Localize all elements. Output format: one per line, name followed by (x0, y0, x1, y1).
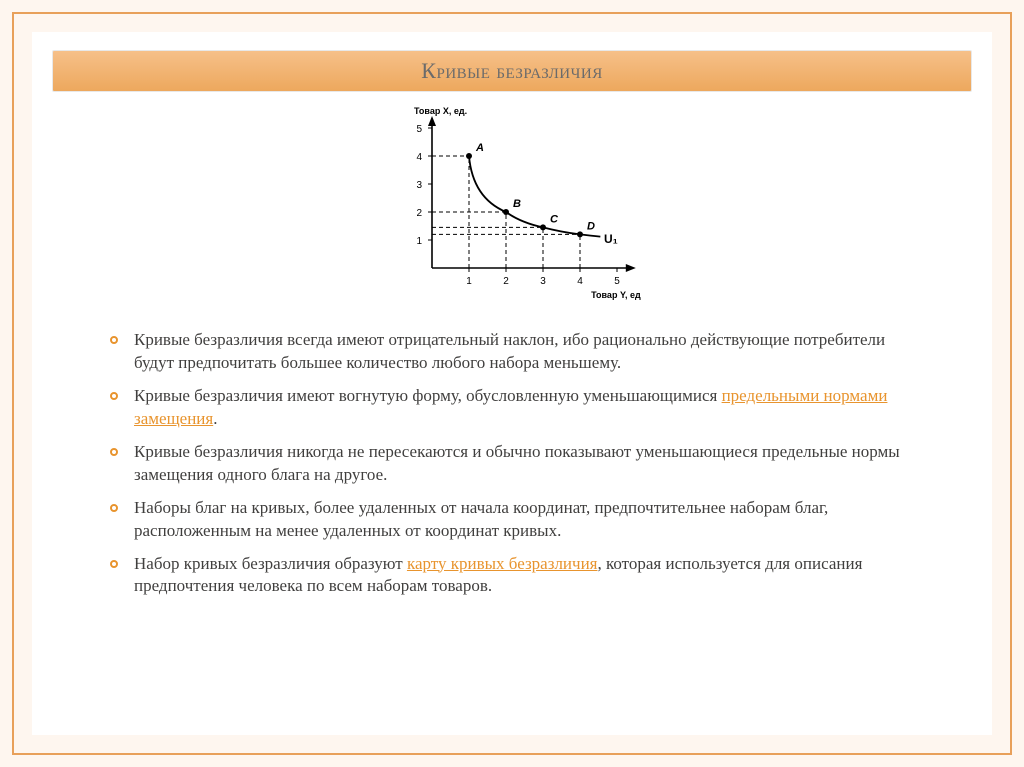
svg-text:3: 3 (416, 180, 422, 191)
svg-text:C: C (550, 213, 559, 225)
svg-text:5: 5 (614, 276, 620, 287)
outer-frame: Кривые безразличия Товар X, ед. 1 2 3 4 5 1 2 3 4… (12, 12, 1012, 755)
chart-container: Товар X, ед. 1 2 3 4 5 1 2 3 4 5 A B C D U₁ Товар Y, ед (32, 100, 992, 305)
bullet-marker-icon (110, 336, 118, 344)
svg-text:4: 4 (416, 152, 422, 163)
svg-text:U₁: U₁ (604, 232, 618, 246)
svg-text:1: 1 (466, 276, 472, 287)
title-bar: Кривые безразличия (52, 50, 972, 92)
bullet-item: Кривые безразличия никогда не пересекают… (110, 441, 922, 487)
bullet-text: Кривые безразличия имеют вогнутую форму,… (134, 385, 922, 431)
indifference-curve-chart: Товар X, ед. 1 2 3 4 5 1 2 3 4 5 A B C D U₁ Товар Y, ед (372, 100, 652, 300)
bullet-text: Кривые безразличия никогда не пересекают… (134, 441, 922, 487)
svg-text:A: A (475, 142, 484, 154)
bullet-marker-icon (110, 392, 118, 400)
svg-text:5: 5 (416, 124, 422, 135)
svg-text:D: D (587, 220, 595, 232)
bullet-text: Набор кривых безразличия образуют карту … (134, 553, 922, 599)
svg-text:2: 2 (416, 208, 422, 219)
slide-body: Кривые безразличия Товар X, ед. 1 2 3 4 5 1 2 3 4… (32, 32, 992, 735)
text-run: Кривые безразличия всегда имеют отрицате… (134, 330, 885, 372)
bullet-marker-icon (110, 504, 118, 512)
text-run: Набор кривых безразличия образуют (134, 554, 407, 573)
bullet-item: Кривые безразличия всегда имеют отрицате… (110, 329, 922, 375)
svg-text:Товар Y, ед: Товар Y, ед (591, 290, 641, 300)
bullet-item: Набор кривых безразличия образуют карту … (110, 553, 922, 599)
svg-text:Товар X, ед.: Товар X, ед. (414, 106, 467, 116)
text-run: Кривые безразличия имеют вогнутую форму,… (134, 386, 722, 405)
bullet-list: Кривые безразличия всегда имеют отрицате… (110, 329, 922, 598)
bullet-item: Наборы благ на кривых, более удаленных о… (110, 497, 922, 543)
bullet-text: Наборы благ на кривых, более удаленных о… (134, 497, 922, 543)
inline-link[interactable]: карту кривых безразличия (407, 554, 598, 573)
bullet-marker-icon (110, 448, 118, 456)
svg-text:4: 4 (577, 276, 583, 287)
text-run: . (213, 409, 217, 428)
bullet-item: Кривые безразличия имеют вогнутую форму,… (110, 385, 922, 431)
svg-text:B: B (513, 198, 521, 210)
bullet-text: Кривые безразличия всегда имеют отрицате… (134, 329, 922, 375)
text-run: Кривые безразличия никогда не пересекают… (134, 442, 900, 484)
svg-text:1: 1 (416, 236, 422, 247)
svg-text:3: 3 (540, 276, 546, 287)
text-run: Наборы благ на кривых, более удаленных о… (134, 498, 828, 540)
svg-text:2: 2 (503, 276, 509, 287)
bullet-marker-icon (110, 560, 118, 568)
slide-title: Кривые безразличия (421, 58, 602, 83)
